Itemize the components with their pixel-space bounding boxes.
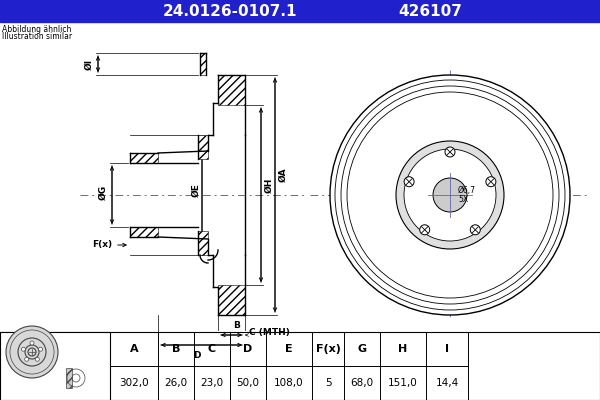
Text: ØH: ØH [265, 177, 274, 193]
Text: 26,0: 26,0 [164, 378, 188, 388]
Circle shape [433, 178, 467, 212]
Bar [198, 135, 208, 159]
Circle shape [22, 347, 25, 351]
Bar [130, 227, 158, 237]
Text: B: B [172, 344, 180, 354]
Text: ØE: ØE [192, 183, 201, 197]
Text: G: G [358, 344, 367, 354]
Text: 14,4: 14,4 [436, 378, 458, 388]
Text: ØG: ØG [99, 184, 108, 200]
Text: ØI: ØI [85, 58, 94, 70]
Circle shape [404, 149, 496, 241]
Text: 50,0: 50,0 [236, 378, 260, 388]
Text: A: A [130, 344, 139, 354]
Circle shape [396, 141, 504, 249]
Bar [218, 285, 245, 315]
Text: D: D [244, 344, 253, 354]
Text: 108,0: 108,0 [274, 378, 304, 388]
Text: 24.0126-0107.1: 24.0126-0107.1 [163, 4, 297, 18]
Text: I: I [445, 344, 449, 354]
Text: E: E [285, 344, 293, 354]
Text: D: D [193, 351, 200, 360]
Text: Ø6,7: Ø6,7 [458, 186, 476, 196]
Bar [66, 368, 72, 388]
Circle shape [6, 326, 58, 378]
Circle shape [35, 357, 39, 361]
Text: B: B [233, 321, 241, 330]
Bar [218, 75, 245, 105]
Text: H: H [398, 344, 407, 354]
Bar [0, 0, 600, 22]
Circle shape [38, 347, 43, 351]
Bar [200, 53, 206, 75]
Text: C (MTH): C (MTH) [249, 328, 290, 338]
Text: 23,0: 23,0 [200, 378, 224, 388]
Bar [0, 332, 600, 400]
Circle shape [25, 357, 29, 361]
Bar [130, 153, 158, 163]
Circle shape [30, 341, 34, 345]
Bar [0, 332, 110, 400]
Text: 151,0: 151,0 [388, 378, 418, 388]
Text: 5X: 5X [458, 196, 468, 204]
Text: Illustration similar: Illustration similar [2, 32, 72, 41]
Text: F(x): F(x) [92, 240, 112, 250]
Text: C: C [208, 344, 216, 354]
Circle shape [330, 75, 570, 315]
Circle shape [470, 225, 480, 235]
Circle shape [445, 147, 455, 157]
Circle shape [486, 177, 496, 187]
Bar [198, 231, 208, 255]
Text: F(x): F(x) [316, 344, 340, 354]
Text: 426107: 426107 [398, 4, 462, 18]
Text: ØA: ØA [279, 168, 288, 182]
Circle shape [404, 177, 414, 187]
Text: 68,0: 68,0 [350, 378, 374, 388]
Text: 302,0: 302,0 [119, 378, 149, 388]
Text: 5: 5 [325, 378, 331, 388]
Circle shape [420, 225, 430, 235]
Text: Abbildung ähnlich: Abbildung ähnlich [2, 25, 71, 34]
